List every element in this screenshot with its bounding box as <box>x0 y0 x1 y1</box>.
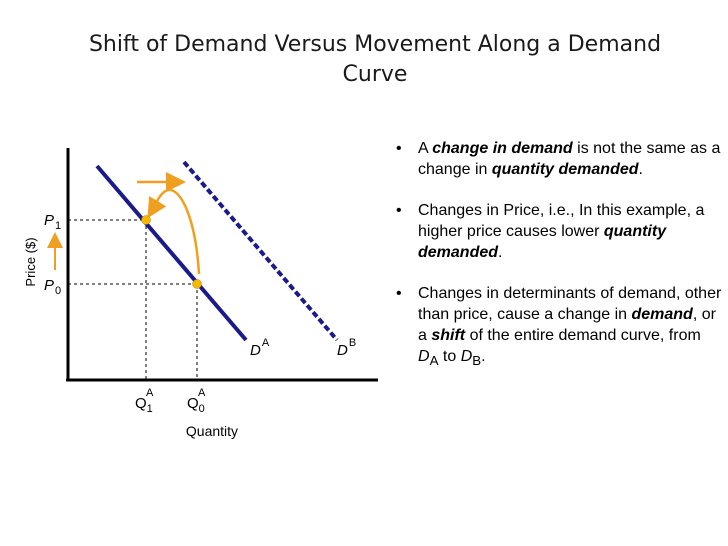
x-axis-label: Quantity <box>186 423 238 439</box>
bullet-text: A <box>418 140 433 157</box>
q1-label-sup: A <box>146 387 154 399</box>
bullet-item-determinants: • Changes in determinants of demand, oth… <box>392 283 722 371</box>
bullet-emphasis: demand <box>631 306 693 323</box>
bullet-emphasis: quantity demanded <box>418 223 667 261</box>
title-line-2: Curve <box>342 62 408 87</box>
point-p1-q1 <box>141 215 151 225</box>
y-axis-label: Price ($) <box>23 237 38 286</box>
bullet-item-change-in-demand: • A change in demand is not the same as … <box>392 138 722 180</box>
bullet-text: to <box>438 348 461 365</box>
bullet-emphasis: shift <box>431 327 466 344</box>
p0-label: P0 <box>44 277 61 297</box>
bullet-item-price-change: • Changes in Price, i.e., In this exampl… <box>392 200 722 263</box>
point-p0-q0 <box>192 279 202 289</box>
movement-arrow <box>147 188 201 275</box>
bullet-dot: • <box>396 285 402 302</box>
bullet-text: is not the same as a change in <box>418 140 721 178</box>
bullet-dot: • <box>396 202 402 219</box>
bullet-text: Changes in Price, i.e., In this example,… <box>418 202 705 240</box>
demand-a-label: DA <box>250 337 270 359</box>
bullet-emphasis: change in demand <box>432 140 573 157</box>
p1-label: P1 <box>44 212 61 232</box>
bullet-text: Changes in determinants of demand, other… <box>418 285 722 323</box>
bullet-text: . <box>498 244 503 261</box>
curve-subscript: B <box>472 353 482 369</box>
bullet-list: • A change in demand is not the same as … <box>392 138 722 391</box>
curve-letter: D <box>418 348 430 365</box>
bullet-dot: • <box>396 140 402 157</box>
bullet-emphasis: quantity demanded <box>491 161 639 178</box>
q0-label-sup: A <box>198 387 206 399</box>
bullet-text: , or a <box>418 306 716 344</box>
demand-curve-b <box>182 160 339 342</box>
title-line-1: Shift of Demand Versus Movement Along a … <box>88 32 662 57</box>
bullet-text: . <box>638 161 643 178</box>
q0-label: Q0 <box>187 395 205 415</box>
q1-label: Q1 <box>135 395 153 415</box>
demand-b-label: DB <box>337 337 356 359</box>
demand-curve-a <box>95 164 248 342</box>
curve-letter: D <box>460 348 473 365</box>
curve-subscript: A <box>429 353 439 369</box>
bullet-text: . <box>481 348 486 365</box>
slide-title: Shift of Demand Versus Movement Along a … <box>60 30 690 90</box>
bullet-text: of the entire demand curve, from <box>465 327 701 344</box>
